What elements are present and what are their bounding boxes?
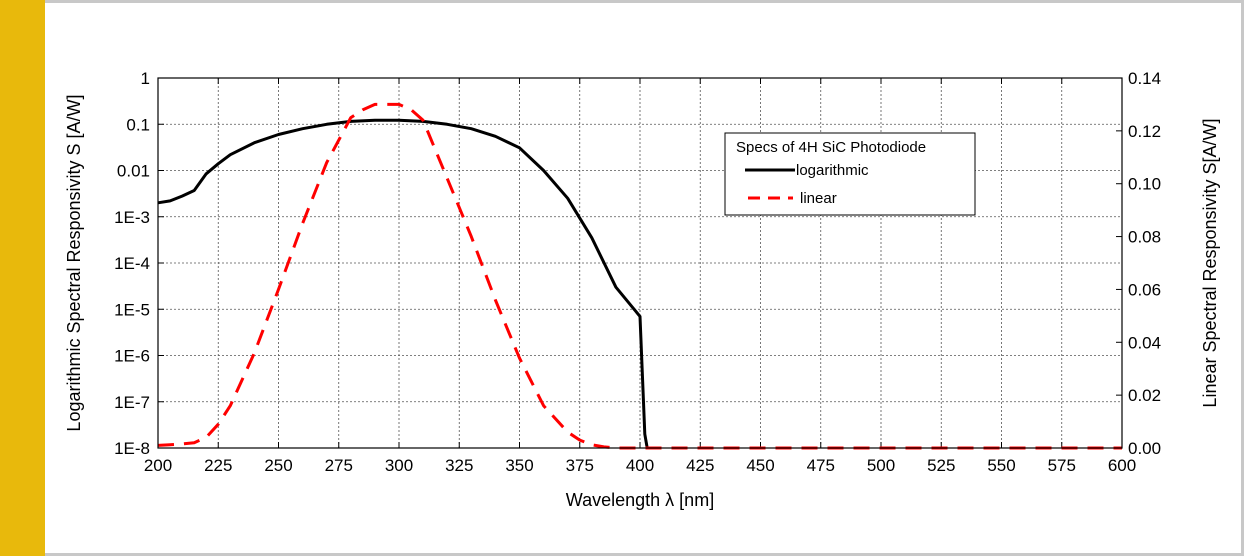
x-tick-label: 450 (746, 456, 774, 475)
y-left-tick-label: 0.01 (117, 162, 150, 181)
x-tick-label: 475 (807, 456, 835, 475)
x-tick-label: 200 (144, 456, 172, 475)
y-right-tick-label: 0.10 (1128, 175, 1161, 194)
legend-title: Specs of 4H SiC Photodiode (736, 139, 926, 156)
legend-label-linear: linear (800, 190, 837, 207)
legend: Specs of 4H SiC Photodiode logarithmic l… (724, 132, 976, 216)
legend-box (724, 132, 976, 216)
y-right-tick-label: 0.02 (1128, 386, 1161, 405)
x-axis-title: Wavelength λ [nm] (566, 490, 714, 510)
x-tick-label: 425 (686, 456, 714, 475)
y-right-tick-label: 0.14 (1128, 69, 1161, 88)
x-tick-label: 250 (264, 456, 292, 475)
y-axis-right-title: Linear Spectral Responsivity S[A/W] (1200, 118, 1220, 407)
y-left-tick-label: 1E-5 (114, 300, 150, 319)
x-tick-label: 500 (867, 456, 895, 475)
legend-label-logarithmic: logarithmic (796, 162, 869, 179)
y-left-tick-label: 1E-6 (114, 347, 150, 366)
x-tick-label: 375 (566, 456, 594, 475)
x-tick-label: 550 (987, 456, 1015, 475)
series-line-logarithmic (157, 118, 649, 449)
plot-border (157, 77, 1123, 449)
y-right-tick-label: 0.06 (1128, 280, 1161, 299)
accent-bar (0, 0, 45, 556)
x-tick-label: 300 (385, 456, 413, 475)
tick-labels: 200 225 250 275 300 325 350 375 400 425 450 475 500 5… (114, 69, 1161, 475)
y-right-tick-label: 0.04 (1128, 333, 1161, 352)
x-tick-label: 350 (505, 456, 533, 475)
x-tick-label: 400 (626, 456, 654, 475)
x-tick-label: 275 (325, 456, 353, 475)
y-left-tick-label: 1 (141, 69, 150, 88)
x-tick-label: 525 (927, 456, 955, 475)
y-axis-left-title: Logarithmic Spectral Responsivity S [A/W… (64, 94, 84, 431)
y-left-tick-label: 1E-8 (114, 439, 150, 458)
x-tick-label: 575 (1048, 456, 1076, 475)
x-tick-label: 325 (445, 456, 473, 475)
y-left-tick-label: 1E-3 (114, 208, 150, 227)
y-left-tick-label: 0.1 (126, 115, 150, 134)
y-right-tick-label: 0.08 (1128, 228, 1161, 247)
y-left-tick-label: 1E-7 (114, 393, 150, 412)
y-right-tick-label: 0.12 (1128, 122, 1161, 141)
x-tick-label: 225 (204, 456, 232, 475)
y-left-tick-label: 1E-4 (114, 254, 150, 273)
x-tick-label: 600 (1108, 456, 1136, 475)
y-right-tick-label: 0.00 (1128, 439, 1161, 458)
